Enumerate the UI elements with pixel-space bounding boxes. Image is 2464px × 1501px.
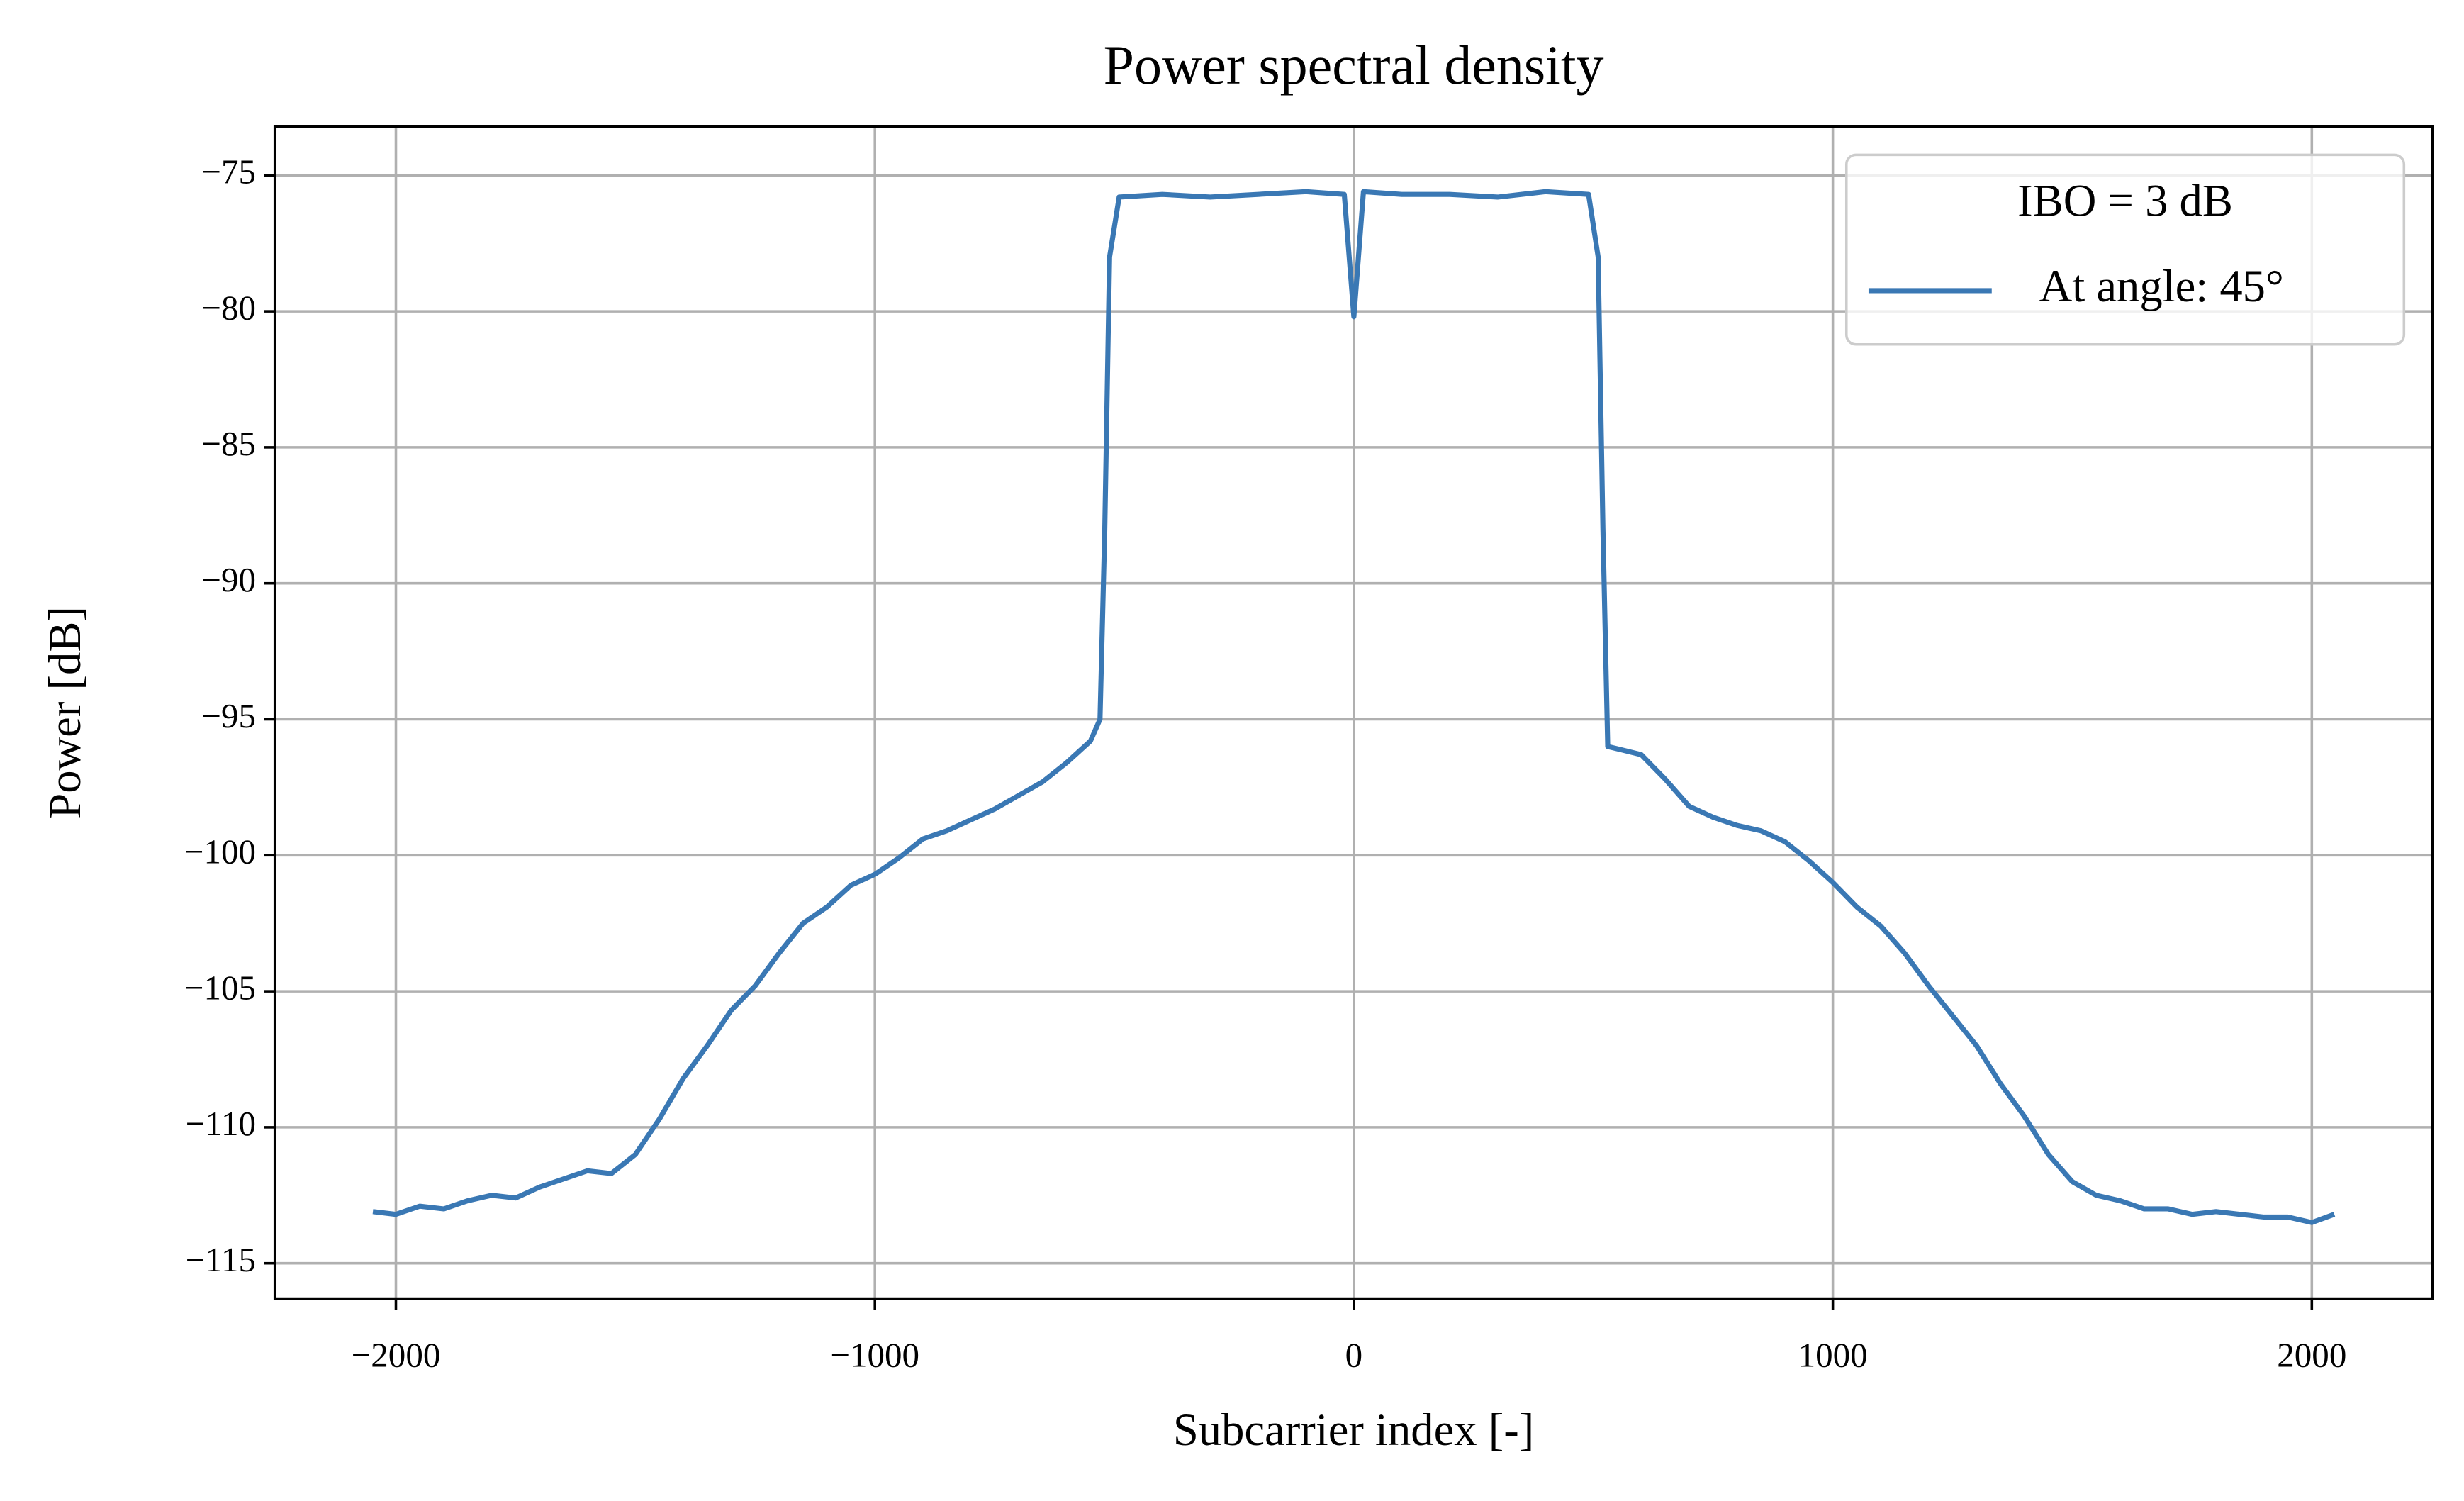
x-tick-label: 2000: [2277, 1335, 2346, 1374]
y-tick-label: −115: [186, 1240, 256, 1279]
legend-label: At angle: 45°: [2039, 260, 2284, 311]
legend-title: IBO = 3 dB: [2017, 174, 2233, 225]
y-tick-label: −100: [184, 832, 256, 871]
y-tick-label: −90: [201, 560, 256, 599]
y-tick-label: −80: [201, 288, 256, 327]
x-tick-label: 1000: [1798, 1335, 1868, 1374]
axes-frame: [273, 125, 2434, 1300]
data-line: [372, 189, 2336, 1225]
legend: IBO = 3 dB At angle: 45°: [1844, 153, 2406, 346]
y-tick-label: −95: [201, 696, 256, 735]
y-tick-label: −75: [201, 152, 256, 191]
x-tick-label: −1000: [830, 1335, 919, 1374]
y-tick-label: −110: [186, 1104, 256, 1143]
plot-area: [372, 189, 2336, 1225]
x-tick-label: 0: [1345, 1335, 1363, 1374]
y-tick-label: −85: [201, 424, 256, 463]
x-axis-label: Subcarrier index [-]: [1173, 1404, 1534, 1455]
x-tick-label: −2000: [352, 1335, 441, 1374]
y-tick-label: −105: [184, 968, 256, 1007]
legend-box: [1844, 153, 2406, 346]
y-axis-label: Power [dB]: [39, 606, 90, 819]
chart-title: Power spectral density: [1104, 35, 1604, 96]
